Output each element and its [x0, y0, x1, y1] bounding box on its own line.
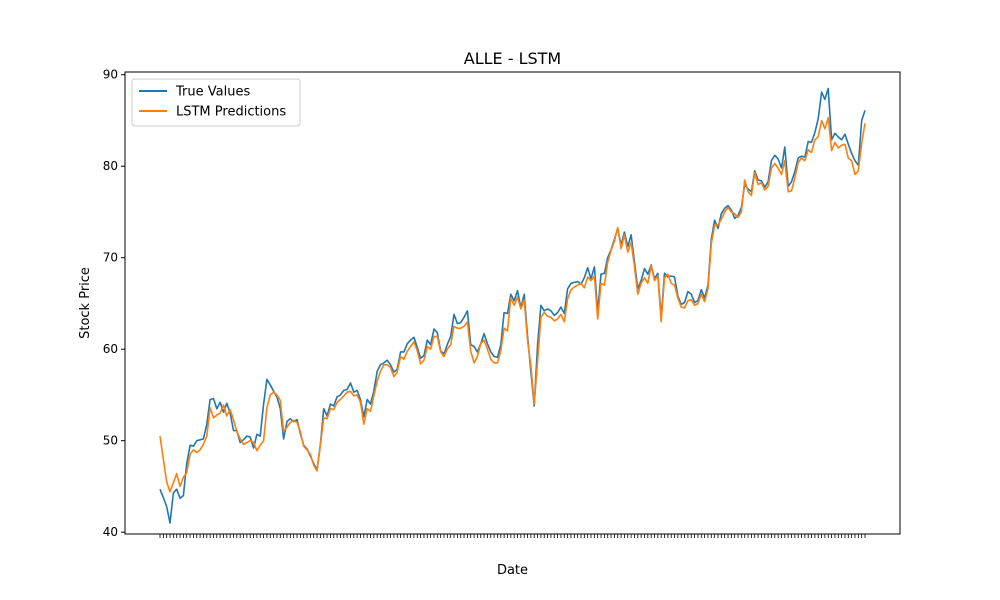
- series-line-lstm-predictions: [159, 116, 866, 493]
- y-tick-label: 80: [103, 159, 118, 173]
- y-axis-label: Stock Price: [78, 267, 93, 339]
- series-group: [159, 87, 866, 524]
- legend-label: LSTM Predictions: [176, 105, 286, 120]
- plot-area: 40 50 60 70 80 90: [103, 68, 901, 539]
- y-tick-label: 60: [103, 342, 118, 356]
- legend-label: True Values: [175, 85, 250, 100]
- legend-box: [131, 78, 301, 127]
- chart-title: ALLE - LSTM: [464, 49, 561, 68]
- x-axis: [159, 534, 866, 538]
- plot-frame: [124, 71, 901, 535]
- y-tick-label: 90: [103, 68, 118, 82]
- legend: True Values LSTM Predictions: [131, 78, 301, 127]
- y-tick-label: 50: [103, 434, 118, 448]
- x-axis-label: Date: [497, 563, 528, 578]
- y-tick-label: 40: [103, 525, 118, 539]
- y-axis: 40 50 60 70 80 90: [103, 68, 125, 539]
- y-tick-label: 70: [103, 251, 118, 265]
